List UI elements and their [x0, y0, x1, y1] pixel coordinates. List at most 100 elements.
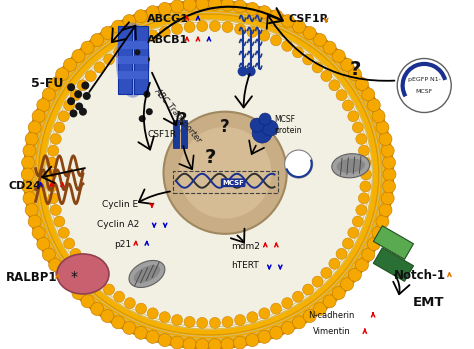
Ellipse shape [332, 154, 370, 178]
Circle shape [259, 30, 270, 41]
Circle shape [94, 62, 105, 73]
Circle shape [136, 303, 146, 314]
Circle shape [356, 205, 367, 216]
Circle shape [372, 227, 385, 239]
Circle shape [124, 40, 136, 51]
Circle shape [101, 27, 114, 39]
Circle shape [91, 34, 104, 46]
Bar [118, 26, 132, 94]
Circle shape [262, 120, 278, 136]
Circle shape [282, 298, 293, 309]
Circle shape [348, 227, 359, 238]
Circle shape [270, 326, 283, 339]
Bar [118, 71, 148, 79]
Circle shape [146, 331, 159, 343]
Circle shape [158, 334, 171, 347]
Circle shape [313, 34, 327, 46]
Circle shape [48, 145, 59, 156]
Circle shape [235, 23, 246, 35]
Text: 5-FU: 5-FU [31, 77, 63, 90]
Circle shape [111, 20, 125, 33]
Circle shape [302, 284, 314, 295]
Circle shape [323, 295, 336, 308]
Circle shape [146, 6, 159, 18]
Circle shape [336, 90, 347, 101]
Circle shape [332, 50, 345, 62]
Circle shape [37, 98, 50, 112]
Circle shape [210, 317, 220, 328]
Text: ?: ? [204, 148, 216, 167]
Text: ?: ? [177, 111, 188, 129]
Circle shape [292, 291, 303, 302]
Circle shape [259, 113, 271, 125]
Circle shape [25, 203, 38, 216]
Circle shape [56, 68, 69, 81]
Circle shape [64, 58, 76, 71]
Circle shape [46, 169, 57, 180]
Circle shape [54, 216, 65, 227]
Circle shape [64, 278, 76, 291]
Circle shape [85, 70, 96, 82]
Circle shape [123, 321, 136, 334]
Circle shape [197, 317, 208, 328]
Circle shape [144, 91, 150, 98]
Circle shape [312, 62, 323, 73]
Circle shape [64, 100, 75, 111]
Circle shape [360, 169, 372, 180]
Circle shape [49, 259, 62, 272]
Text: ?: ? [350, 60, 361, 79]
Ellipse shape [46, 21, 372, 328]
Text: ABCG1: ABCG1 [147, 14, 189, 24]
Circle shape [246, 334, 259, 347]
Circle shape [23, 192, 36, 205]
Circle shape [358, 193, 369, 204]
Circle shape [147, 30, 158, 41]
Circle shape [184, 317, 195, 327]
Circle shape [321, 70, 332, 82]
Ellipse shape [38, 14, 379, 335]
Circle shape [356, 133, 367, 144]
Circle shape [64, 238, 75, 249]
Circle shape [292, 20, 306, 33]
Text: Vimentin: Vimentin [313, 327, 351, 336]
Circle shape [336, 248, 347, 259]
Circle shape [381, 192, 394, 205]
Text: p21: p21 [114, 240, 131, 249]
Circle shape [37, 237, 50, 251]
Text: ?: ? [220, 118, 230, 136]
Circle shape [101, 310, 114, 322]
Text: CSF1R: CSF1R [288, 14, 328, 24]
Circle shape [28, 121, 41, 134]
Circle shape [356, 77, 368, 90]
Circle shape [23, 144, 36, 157]
Circle shape [321, 267, 332, 279]
Ellipse shape [179, 127, 271, 218]
Circle shape [250, 118, 264, 132]
Circle shape [22, 156, 35, 169]
Circle shape [134, 10, 147, 23]
Circle shape [383, 180, 395, 193]
Circle shape [258, 331, 271, 343]
Text: *: * [71, 270, 78, 284]
Circle shape [360, 181, 371, 192]
Circle shape [303, 27, 316, 39]
Circle shape [50, 205, 61, 216]
Circle shape [77, 80, 88, 91]
Text: mdm2: mdm2 [231, 242, 260, 251]
Circle shape [246, 2, 259, 15]
Circle shape [237, 66, 247, 76]
Circle shape [144, 56, 150, 62]
Polygon shape [374, 248, 413, 281]
Text: MCSF
protein: MCSF protein [274, 115, 301, 135]
Circle shape [159, 27, 170, 37]
Circle shape [67, 97, 75, 105]
Circle shape [72, 50, 85, 62]
Circle shape [323, 41, 336, 54]
Circle shape [397, 59, 451, 112]
Circle shape [282, 40, 293, 51]
Circle shape [196, 0, 209, 10]
Text: MCSF: MCSF [416, 89, 433, 94]
Circle shape [21, 168, 34, 181]
Ellipse shape [116, 23, 150, 98]
Circle shape [114, 291, 125, 302]
